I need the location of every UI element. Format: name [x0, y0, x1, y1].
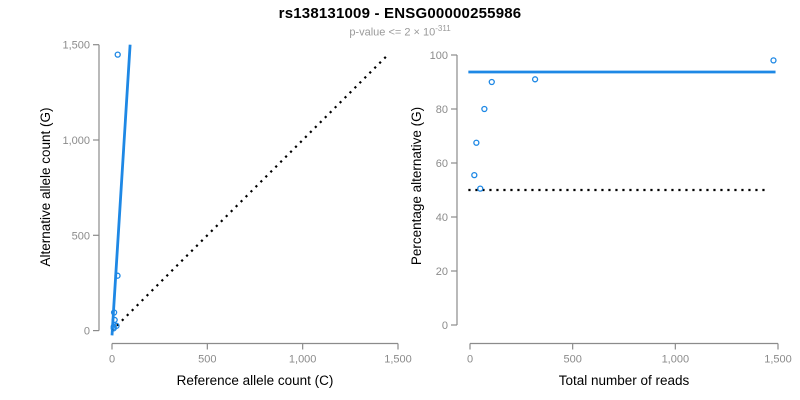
x-tick-label: 1,000: [289, 354, 317, 366]
identity-line: [111, 54, 389, 332]
y-axis: 0 20 40 60 80 100: [430, 50, 458, 332]
y-tick-label: 40: [436, 212, 448, 224]
x-tick-label: 500: [198, 354, 216, 366]
y-tick-label: 500: [72, 230, 90, 242]
data-point: [488, 78, 495, 86]
y-tick-label: 1,500: [62, 40, 90, 52]
data-point: [477, 185, 484, 192]
y-tick-label: 60: [436, 158, 448, 170]
x-tick-label: 1,000: [662, 354, 690, 366]
data-points: [110, 51, 121, 332]
y-tick-label: 0: [442, 320, 448, 332]
y-axis: 0 500 1,000 1,500: [62, 40, 100, 338]
x-axis-title: Total number of reads: [559, 373, 690, 388]
x-axis: 0 500 1,000 1,500: [467, 342, 792, 366]
x-tick-label: 0: [467, 354, 473, 366]
y-axis-title: Alternative allele count (G): [38, 107, 53, 266]
chart-subtitle: p-value <= 2 × 10-311: [0, 24, 800, 39]
data-points: [471, 57, 777, 192]
chart-title: rs138131009 - ENSG00000255986: [278, 5, 522, 22]
x-tick-label: 500: [563, 354, 581, 366]
data-point: [110, 309, 118, 316]
x-tick-label: 1,500: [384, 354, 412, 366]
regression-line: [110, 44, 132, 336]
y-tick-label: 0: [84, 326, 90, 338]
data-point: [473, 139, 480, 146]
data-point: [111, 316, 118, 324]
data-point: [114, 272, 121, 279]
y-axis-title: Percentage alternative (G): [409, 107, 424, 265]
data-point: [110, 325, 117, 332]
y-tick-label: 20: [436, 266, 448, 278]
y-tick-label: 80: [436, 104, 448, 116]
x-axis-title: Reference allele count (C): [177, 373, 334, 388]
data-point: [481, 105, 488, 113]
data-point: [114, 51, 121, 58]
pvalue-text: p-value <= 2 × 10: [349, 26, 436, 39]
y-tick-label: 1,000: [62, 135, 90, 147]
x-axis: 0 500 1,000 1,500: [109, 342, 412, 366]
pvalue-exponent: -311: [435, 24, 451, 33]
data-point: [531, 76, 539, 83]
scatter-panel-left: 0 500 1,000 1,500 0 500 1,000 1,500 Reference al…: [38, 40, 412, 388]
x-tick-label: 0: [109, 354, 115, 366]
y-tick-label: 100: [430, 50, 448, 62]
x-tick-label: 1,500: [764, 354, 792, 366]
data-point: [770, 57, 777, 64]
scatter-panel-right: 0 20 40 60 80 100 0 500 1,000 1,500 Total number o…: [409, 50, 792, 388]
data-point: [471, 171, 478, 179]
